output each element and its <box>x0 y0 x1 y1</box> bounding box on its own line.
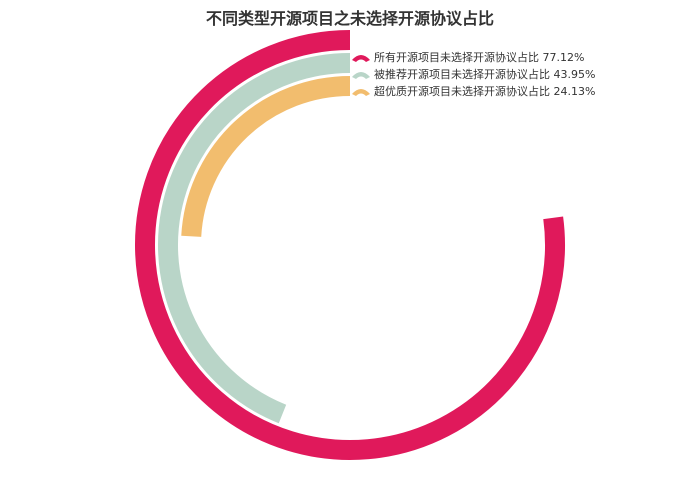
legend-label-1: 所有开源项目未选择开源协议占比 77.12% <box>374 50 584 64</box>
legend-label-3: 超优质开源项目未选择开源协议占比 24.13% <box>374 84 595 98</box>
radial-bar-1[interactable] <box>135 30 565 460</box>
radial-bars <box>135 30 565 460</box>
legend-swatch-2 <box>352 72 370 79</box>
legend-label-2: 被推荐开源项目未选择开源协议占比 43.95% <box>374 67 595 81</box>
legend-swatch-3 <box>352 89 370 96</box>
chart-title: 不同类型开源项目之未选择开源协议占比 <box>206 9 494 28</box>
radial-bar-2[interactable] <box>158 53 351 424</box>
legend-swatch-1 <box>352 55 370 62</box>
radial-bar-3[interactable] <box>181 76 351 237</box>
legend[interactable]: 所有开源项目未选择开源协议占比 77.12% 被推荐开源项目未选择开源协议占比 4… <box>352 50 595 98</box>
legend-item-3[interactable]: 超优质开源项目未选择开源协议占比 24.13% <box>352 84 595 98</box>
legend-item-2[interactable]: 被推荐开源项目未选择开源协议占比 43.95% <box>352 67 595 81</box>
legend-item-1[interactable]: 所有开源项目未选择开源协议占比 77.12% <box>352 50 584 64</box>
